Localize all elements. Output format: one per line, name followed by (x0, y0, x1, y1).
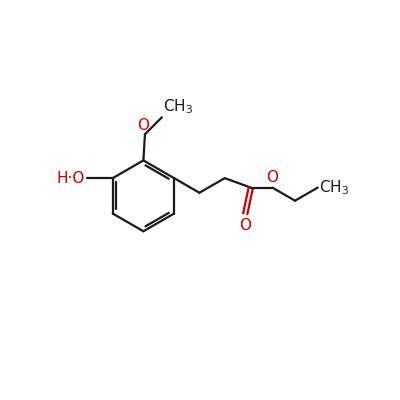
Text: O: O (138, 118, 149, 133)
Text: CH$_3$: CH$_3$ (319, 178, 349, 197)
Text: H·O: H·O (57, 171, 85, 186)
Text: O: O (266, 170, 278, 184)
Text: O: O (239, 218, 251, 234)
Text: CH$_3$: CH$_3$ (164, 97, 194, 116)
